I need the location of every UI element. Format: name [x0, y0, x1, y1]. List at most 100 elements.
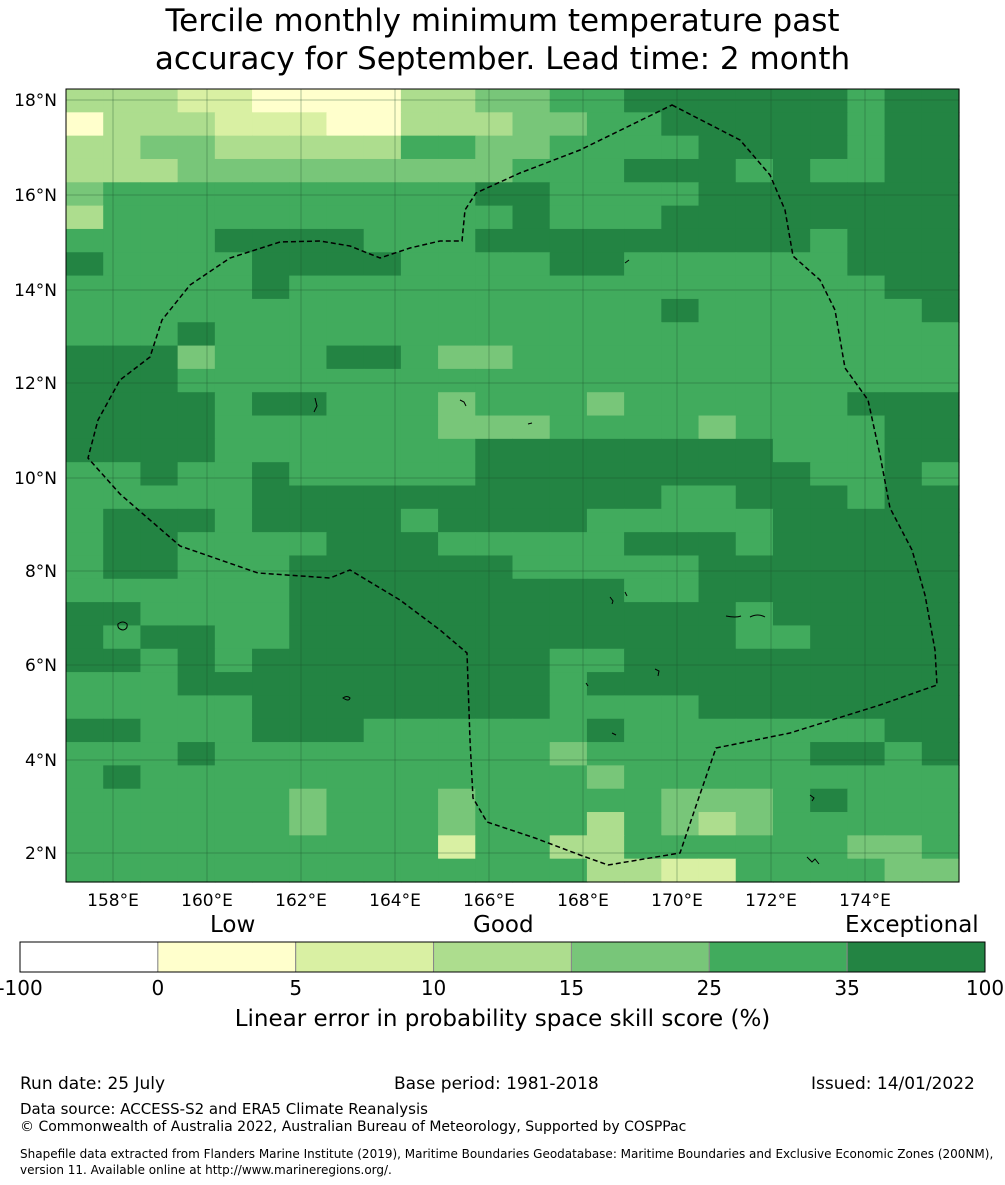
skill-cell: [921, 438, 960, 463]
skill-cell: [214, 322, 253, 347]
skill-cell: [735, 555, 774, 580]
skill-cell: [363, 742, 402, 766]
skill-cell: [735, 508, 774, 533]
skill-cell: [289, 648, 328, 673]
skill-cell: [289, 672, 328, 697]
skill-cell: [140, 415, 179, 440]
skill-cell: [438, 695, 476, 720]
skill-cell: [772, 648, 811, 673]
skill-cell: [735, 158, 774, 183]
skill-cell: [810, 182, 848, 207]
skill-cell: [103, 532, 142, 557]
skill-cell: [512, 718, 551, 743]
skill-cell: [140, 555, 179, 580]
skill-cell: [772, 112, 811, 137]
skill-cell: [512, 135, 551, 160]
skill-cell: [772, 485, 811, 510]
skill-cell: [66, 228, 104, 253]
map-frame: [65, 88, 960, 883]
skill-cell: [363, 415, 402, 440]
skill-cell: [810, 602, 848, 627]
skill-cell: [512, 788, 551, 813]
skill-cell: [140, 858, 179, 883]
skill-cell: [326, 415, 365, 440]
skill-cell: [698, 462, 737, 487]
skill-cell: [810, 672, 848, 697]
skill-cell: [252, 835, 290, 860]
skill-cell: [252, 485, 290, 510]
skill-cell: [698, 695, 737, 720]
skill-cell: [103, 555, 142, 580]
skill-cell: [586, 252, 625, 277]
skill-cell: [661, 438, 700, 463]
skill-cell: [624, 345, 662, 370]
skill-cell: [214, 89, 253, 113]
skill-cell: [624, 602, 662, 627]
skill-cell: [140, 765, 179, 790]
skill-cell: [66, 205, 104, 230]
skill-cell: [177, 205, 216, 230]
skill-cell: [847, 625, 886, 650]
skill-cell: [735, 322, 774, 347]
skill-cell: [884, 625, 923, 650]
skill-cell: [177, 578, 216, 603]
skill-cell: [400, 788, 439, 813]
skill-cell: [586, 112, 625, 137]
skill-cell: [326, 788, 365, 813]
skill-cell: [66, 322, 104, 347]
skill-cell: [326, 275, 365, 300]
skill-cell: [586, 625, 625, 650]
island: [809, 794, 815, 802]
skill-cell: [549, 672, 588, 697]
skill-cell: [586, 415, 625, 440]
skill-cell: [177, 158, 216, 183]
skill-cell: [438, 345, 476, 370]
skill-cell: [661, 135, 700, 160]
skill-cell: [549, 275, 588, 300]
skill-cell: [624, 508, 662, 533]
skill-cell: [326, 532, 365, 557]
skill-cell: [586, 765, 625, 790]
skill-cell: [772, 205, 811, 230]
skill-cell: [735, 228, 774, 253]
skill-cell: [475, 322, 514, 347]
skill-cell: [289, 345, 328, 370]
skill-cell: [512, 765, 551, 790]
skill-cell: [698, 415, 737, 440]
skill-cell: [103, 392, 142, 417]
skill-cell: [624, 252, 662, 277]
skill-cell: [735, 742, 774, 766]
skill-cell: [438, 485, 476, 510]
skill-cell: [921, 89, 960, 113]
skill-cell: [140, 578, 179, 603]
skill-cell: [884, 368, 923, 393]
skill-cell: [735, 298, 774, 323]
skill-cell: [735, 672, 774, 697]
skill-cell: [103, 438, 142, 463]
skill-cell: [438, 205, 476, 230]
skill-cell: [475, 415, 514, 440]
skill-cell: [735, 858, 774, 883]
longitude-label: 162°E: [275, 891, 327, 911]
latitude-label: 4°N: [25, 751, 57, 771]
skill-cell: [400, 532, 439, 557]
skill-cell: [326, 462, 365, 487]
skill-cell: [363, 345, 402, 370]
skill-cell: [586, 298, 625, 323]
skill-cell: [921, 275, 960, 300]
skill-cell: [400, 205, 439, 230]
skill-cell: [66, 252, 104, 277]
skill-cell: [177, 532, 216, 557]
longitude-label: 164°E: [369, 891, 421, 911]
skill-cell: [772, 322, 811, 347]
skill-cell: [438, 368, 476, 393]
skill-cell: [884, 275, 923, 300]
skill-cell: [772, 392, 811, 417]
skill-cell: [326, 555, 365, 580]
skill-cell: [400, 648, 439, 673]
skill-cell: [884, 182, 923, 207]
skill-cell: [698, 718, 737, 743]
skill-cell: [252, 205, 290, 230]
skill-cell: [921, 718, 960, 743]
skill-cell: [735, 812, 774, 836]
